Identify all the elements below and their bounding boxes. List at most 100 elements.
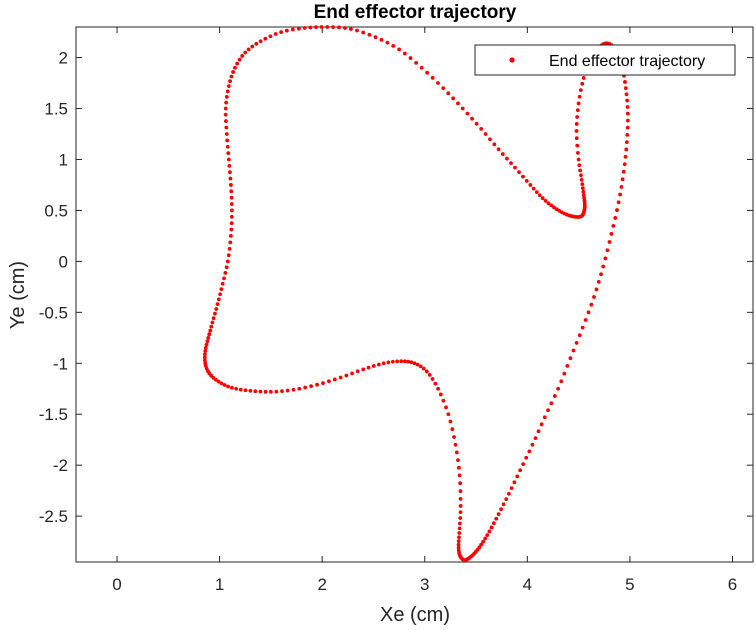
trajectory-point	[319, 25, 324, 29]
plot-area	[75, 26, 754, 563]
trajectory-point	[458, 489, 463, 494]
trajectory-point	[228, 234, 233, 238]
trajectory-point	[521, 462, 526, 467]
trajectory-point	[385, 40, 390, 45]
trajectory-point	[458, 504, 463, 508]
trajectory-point	[309, 384, 314, 389]
trajectory-point	[371, 364, 376, 368]
trajectory-point	[376, 362, 381, 367]
trajectory-point	[552, 205, 556, 210]
trajectory-point	[458, 510, 463, 515]
trajectory-point	[452, 435, 456, 439]
trajectory-point	[219, 287, 224, 291]
trajectory-point	[483, 536, 488, 541]
trajectory-point	[513, 165, 517, 170]
trajectory-point	[623, 86, 628, 91]
trajectory-point	[355, 28, 359, 33]
trajectory-point	[453, 442, 458, 447]
trajectory-point	[291, 387, 296, 392]
trajectory-point	[425, 70, 430, 75]
trajectory-point	[618, 192, 622, 197]
trajectory-point	[624, 147, 629, 152]
x-tick-label: 0	[112, 575, 121, 594]
trajectory-point	[470, 116, 474, 121]
trajectory-point	[436, 81, 440, 85]
trajectory-point	[554, 207, 559, 212]
trajectory-point	[399, 359, 404, 364]
trajectory-point	[577, 163, 582, 168]
trajectory-point	[228, 240, 233, 245]
trajectory-point	[433, 381, 438, 386]
trajectory-point	[332, 377, 337, 382]
trajectory-point	[361, 367, 366, 372]
trajectory-point	[263, 36, 268, 41]
trajectory-point	[524, 179, 529, 183]
trajectory-point	[219, 381, 224, 386]
trajectory-point	[225, 89, 230, 94]
trajectory-point	[214, 307, 219, 311]
trajectory-point	[574, 129, 579, 133]
trajectory-point	[226, 84, 231, 88]
trajectory-point	[395, 359, 400, 364]
trajectory-point	[406, 359, 411, 364]
trajectory-point	[386, 360, 391, 365]
trajectory-point	[531, 186, 536, 191]
trajectory-point	[491, 521, 496, 526]
y-tick-label: 0.5	[44, 201, 68, 220]
trajectory-point	[592, 295, 596, 299]
x-tick-label: 3	[420, 575, 429, 594]
trajectory-point	[556, 386, 561, 391]
trajectory-point	[397, 47, 402, 52]
trajectory-point	[515, 474, 520, 479]
trajectory-point	[414, 60, 419, 65]
trajectory-point	[203, 345, 208, 350]
trajectory-point	[578, 168, 583, 173]
trajectory-point	[315, 382, 319, 387]
trajectory-point	[527, 449, 532, 454]
trajectory-point	[409, 360, 414, 365]
trajectory-point	[488, 137, 492, 142]
trajectory-point	[565, 363, 570, 368]
trajectory-point	[273, 32, 278, 36]
trajectory-point	[226, 384, 231, 389]
trajectory-point	[458, 481, 463, 486]
trajectory-point	[229, 74, 234, 79]
trajectory-point	[430, 75, 435, 80]
trajectory-point	[528, 183, 533, 187]
trajectory-point	[504, 497, 509, 502]
trajectory-point	[343, 26, 347, 30]
trajectory-point	[243, 50, 248, 55]
trajectory-point	[280, 389, 284, 394]
trajectory-point	[489, 525, 494, 530]
trajectory-point	[609, 231, 614, 236]
trajectory-point	[559, 379, 564, 384]
trajectory-point	[575, 143, 580, 148]
x-tick-label: 2	[317, 575, 326, 594]
trajectory-point	[250, 44, 255, 49]
trajectory-point	[227, 246, 232, 251]
trajectory-point	[296, 26, 301, 31]
trajectory-point	[203, 349, 208, 353]
trajectory-point	[402, 359, 407, 364]
trajectory-point	[222, 383, 227, 387]
trajectory-point	[625, 98, 630, 103]
y-tick-label: -2.5	[39, 507, 68, 526]
trajectory-point	[540, 196, 545, 201]
trajectory-point	[216, 297, 221, 302]
trajectory-point	[601, 264, 606, 269]
trajectory-point	[460, 106, 465, 111]
trajectory-point	[444, 405, 448, 410]
trajectory-point	[204, 342, 209, 347]
trajectory-point	[499, 507, 503, 512]
trajectory-point	[576, 101, 581, 106]
trajectory-point	[477, 545, 482, 550]
trajectory-point	[233, 65, 237, 70]
trajectory-point	[258, 39, 263, 44]
trajectory-point	[438, 392, 443, 397]
trajectory-point	[496, 147, 501, 152]
trajectory-point	[481, 539, 486, 544]
trajectory-point	[268, 389, 273, 394]
trajectory-point	[517, 170, 521, 175]
x-axis-label: Xe (cm)	[380, 604, 450, 626]
trajectory-point	[562, 371, 567, 376]
